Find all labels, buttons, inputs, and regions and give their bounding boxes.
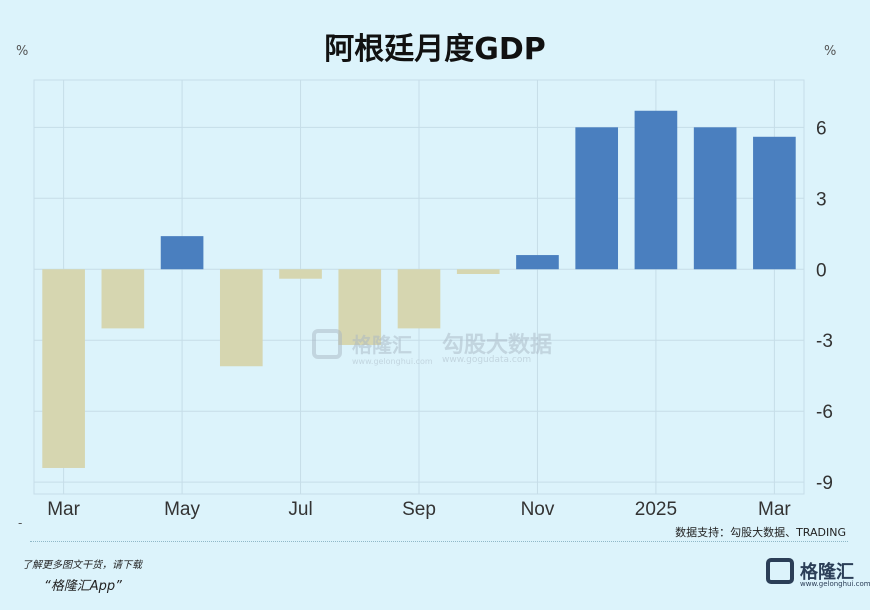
- bar-chart: 6 3 0 -3 -6 -9 Mar May Jul Sep Nov 2025 Mar: [33, 79, 833, 520]
- download-tip: 了解更多图文干货，请下载: [22, 560, 142, 571]
- bar: [693, 127, 737, 270]
- bar: [160, 236, 204, 270]
- bar: [42, 269, 85, 468]
- bar: [634, 110, 678, 270]
- x-tick-label: Mar: [47, 499, 80, 520]
- data-source: 数据支持：勾股大数据、TRADING: [675, 526, 846, 539]
- right-unit-label: %: [824, 44, 837, 59]
- y-tick-label: 3: [816, 189, 827, 210]
- y-tick-label: -3: [816, 331, 833, 352]
- brand-logo-text: 格隆汇: [800, 562, 854, 583]
- bar: [338, 269, 382, 345]
- x-tick-label: May: [164, 499, 200, 520]
- app-name: “格隆汇App”: [44, 579, 122, 594]
- brand-logo-icon: [766, 558, 794, 584]
- x-tick-label: 2025: [635, 499, 677, 520]
- y-tick-label: -9: [816, 473, 833, 494]
- bar: [397, 269, 441, 329]
- bar: [753, 136, 796, 270]
- axis-dash-mark: -: [18, 516, 23, 530]
- y-tick-label: 6: [816, 118, 827, 139]
- bar: [516, 255, 559, 270]
- x-tick-label: Sep: [402, 499, 436, 520]
- bar: [279, 269, 322, 279]
- bar: [219, 269, 263, 367]
- bar: [575, 127, 619, 270]
- left-unit-label: %: [16, 44, 29, 59]
- y-tick-label: 0: [816, 260, 827, 281]
- chart-title: 阿根廷月度GDP: [324, 32, 546, 67]
- y-tick-label: -6: [816, 402, 833, 423]
- x-tick-label: Jul: [288, 499, 312, 520]
- brand-logo-url: www.gelonghui.com: [800, 580, 870, 588]
- footer-divider: [30, 541, 848, 542]
- bar: [456, 269, 500, 274]
- x-tick-label: Nov: [521, 499, 555, 520]
- x-tick-label: Mar: [758, 499, 791, 520]
- bar: [101, 269, 145, 329]
